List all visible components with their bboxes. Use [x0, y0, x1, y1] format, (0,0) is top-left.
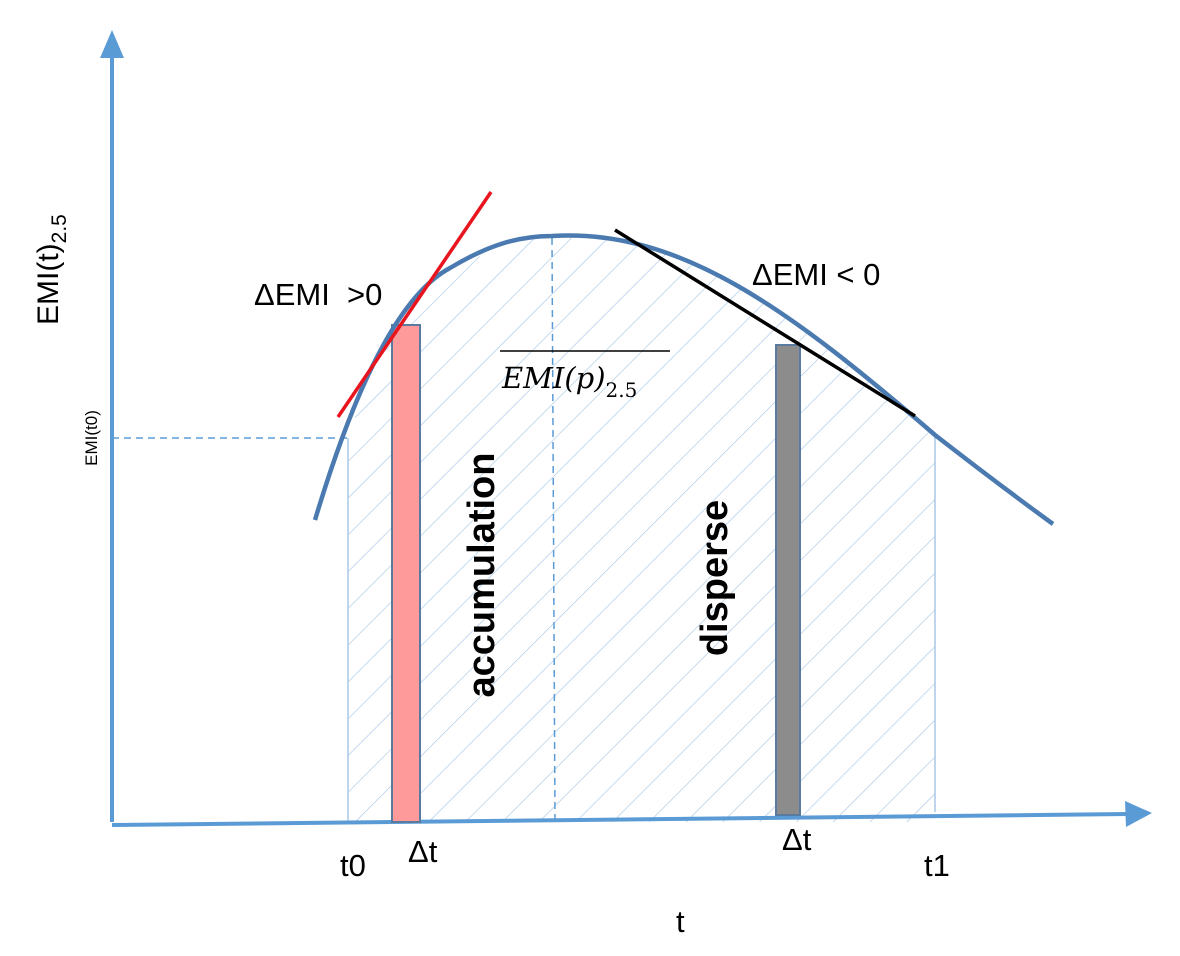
x-axis-arrowhead [1125, 801, 1152, 827]
hatched-area [348, 235, 935, 822]
y-axis-label-main: EMI(t) [32, 243, 65, 325]
mean-label: EMI(p)2.5 [501, 361, 637, 402]
y-axis-arrowhead [100, 30, 124, 58]
t1-tick-label: t1 [924, 848, 950, 883]
y-axis-label: EMI(t)2.5 [32, 214, 71, 325]
peak-guide-line [551, 237, 556, 823]
x-axis-label: t [676, 904, 685, 939]
t0-tick-label: t0 [340, 848, 366, 883]
mean-label-main: EMI(p) [501, 361, 606, 395]
negative-slope-label: ΔEMI < 0 [752, 257, 880, 292]
delta-t-right-label: Δt [782, 822, 812, 857]
emi-curve [312, 233, 1055, 526]
emi-t0-label: EMI(t0) [82, 410, 101, 466]
mean-label-sub: 2.5 [606, 378, 638, 402]
accumulation-label: accumulation [461, 453, 503, 698]
disperse-label: disperse [694, 500, 736, 656]
positive-slope-label: ΔEMI >0 [254, 277, 382, 312]
disperse-delta-bar [775, 344, 801, 816]
x-axis [111, 812, 1129, 827]
negative-tangent-line [614, 228, 916, 418]
y-axis-label-sub: 2.5 [48, 214, 71, 243]
accumulation-delta-bar [391, 324, 421, 823]
delta-t-left-label: Δt [408, 834, 438, 869]
positive-tangent-line [336, 191, 493, 418]
